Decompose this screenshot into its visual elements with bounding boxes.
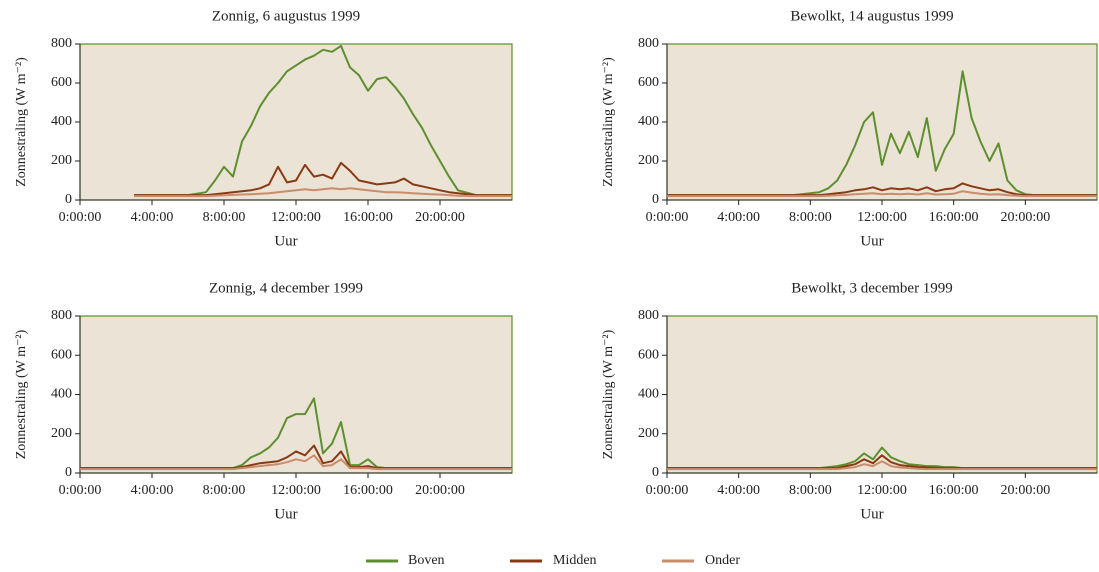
plot-area xyxy=(666,315,1098,474)
x-tick-label: 4:00:00 xyxy=(717,483,760,498)
series-line xyxy=(134,44,512,197)
x-axis-label: Uur xyxy=(860,233,883,249)
y-tick-label: 0 xyxy=(652,465,659,480)
x-tick-label: 8:00:00 xyxy=(789,483,832,498)
chart-title: Bewolkt, 3 december 1999 xyxy=(791,280,953,296)
y-tick-label: 0 xyxy=(652,192,659,207)
y-tick-label: 400 xyxy=(638,387,659,402)
y-tick-label: 800 xyxy=(51,308,72,323)
x-tick-label: 0:00:00 xyxy=(646,483,689,498)
x-tick-label: 0:00:00 xyxy=(59,483,102,498)
legend-label: Boven xyxy=(408,553,445,568)
series-line xyxy=(134,161,512,197)
x-tick-label: 16:00:00 xyxy=(929,210,979,225)
x-tick-label: 20:00:00 xyxy=(1000,483,1050,498)
x-tick-label: 12:00:00 xyxy=(857,210,907,225)
y-tick-label: 400 xyxy=(638,114,659,129)
x-tick-label: 4:00:00 xyxy=(717,210,760,225)
y-tick-label: 800 xyxy=(51,36,72,51)
plot-area xyxy=(666,43,1098,201)
x-tick-label: 0:00:00 xyxy=(646,210,689,225)
chart-title: Zonnig, 4 december 1999 xyxy=(209,280,363,296)
x-tick-label: 20:00:00 xyxy=(1000,210,1050,225)
x-tick-label: 4:00:00 xyxy=(131,483,174,498)
y-tick-label: 600 xyxy=(638,75,659,90)
legend: Boven Midden Onder xyxy=(366,553,740,568)
x-tick-label: 16:00:00 xyxy=(343,210,393,225)
x-tick-label: 8:00:00 xyxy=(203,483,246,498)
y-tick-label: 200 xyxy=(638,153,659,168)
y-axis-label: Zonnestraling (W m⁻²) xyxy=(601,329,616,459)
legend-label: Onder xyxy=(705,553,740,568)
x-tick-label: 12:00:00 xyxy=(271,483,321,498)
y-tick-label: 400 xyxy=(51,114,72,129)
y-tick-label: 400 xyxy=(51,387,72,402)
plot-area xyxy=(79,315,513,474)
y-tick-label: 200 xyxy=(51,153,72,168)
x-tick-label: 8:00:00 xyxy=(789,210,832,225)
x-tick-label: 8:00:00 xyxy=(203,210,246,225)
series-line: Onder xyxy=(80,454,512,471)
legend-label: Midden xyxy=(553,553,597,568)
x-tick-label: 12:00:00 xyxy=(271,210,321,225)
chart-title: Bewolkt, 14 augustus 1999 xyxy=(790,8,953,24)
y-tick-label: 600 xyxy=(51,75,72,90)
x-axis-label: Uur xyxy=(860,506,883,522)
x-tick-label: 12:00:00 xyxy=(857,483,907,498)
series-line: Onder xyxy=(667,190,1097,198)
y-axis-label: Zonnestraling (W m⁻²) xyxy=(601,57,616,187)
chart-title: Zonnig, 6 augustus 1999 xyxy=(212,8,360,24)
x-tick-label: 16:00:00 xyxy=(343,483,393,498)
x-tick-label: 4:00:00 xyxy=(131,210,174,225)
series-line: Onder xyxy=(667,460,1097,471)
x-axis-label: Uur xyxy=(274,233,297,249)
y-tick-label: 800 xyxy=(638,308,659,323)
y-tick-label: 600 xyxy=(638,347,659,362)
y-tick-label: 800 xyxy=(638,36,659,51)
y-tick-label: 600 xyxy=(51,347,72,362)
y-axis-label: Zonnestraling (W m⁻²) xyxy=(14,329,29,459)
y-tick-label: 200 xyxy=(51,426,72,441)
x-tick-label: 20:00:00 xyxy=(415,210,465,225)
y-tick-label: 0 xyxy=(65,465,72,480)
plot-area xyxy=(79,43,513,201)
y-tick-label: 0 xyxy=(65,192,72,207)
x-tick-label: 16:00:00 xyxy=(929,483,979,498)
x-tick-label: 0:00:00 xyxy=(59,210,102,225)
x-tick-label: 20:00:00 xyxy=(415,483,465,498)
x-axis-label: Uur xyxy=(274,506,297,522)
y-axis-label: Zonnestraling (W m⁻²) xyxy=(14,57,29,187)
y-tick-label: 200 xyxy=(638,426,659,441)
series-line xyxy=(134,187,512,198)
